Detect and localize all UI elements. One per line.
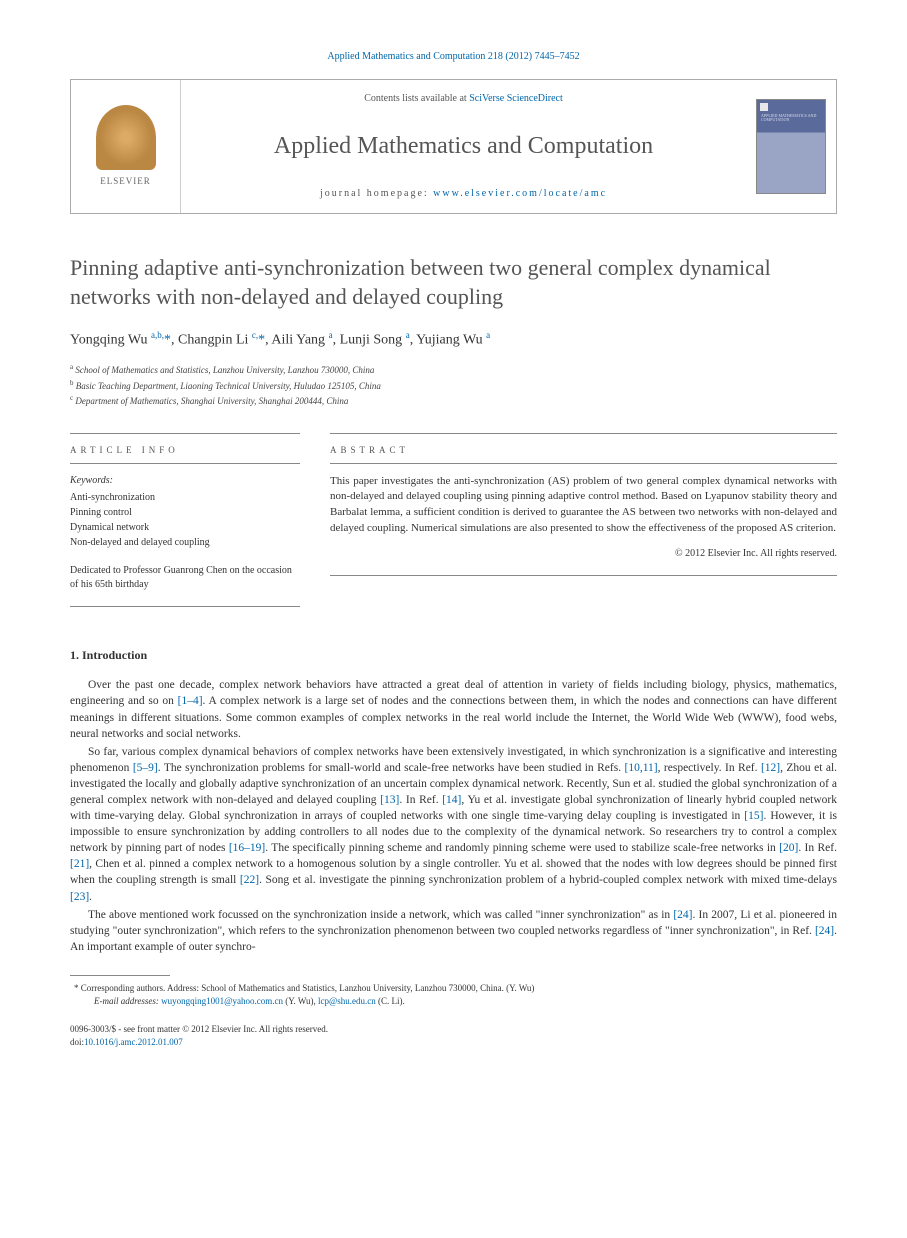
affiliation-line: b Basic Teaching Department, Liaoning Te… <box>70 378 837 394</box>
journal-header-box: ELSEVIER Contents lists available at Sci… <box>70 79 837 214</box>
header-citation: Applied Mathematics and Computation 218 … <box>70 50 837 64</box>
text-run: . <box>89 891 92 903</box>
email-who: (C. Li). <box>376 996 405 1006</box>
text-run: , respectively. In Ref. <box>658 762 761 774</box>
corr-text: Corresponding authors. Address: School o… <box>79 983 535 993</box>
ref-link[interactable]: [24] <box>815 925 834 937</box>
doi-link[interactable]: 10.1016/j.amc.2012.01.007 <box>84 1037 183 1047</box>
abstract-copyright: © 2012 Elsevier Inc. All rights reserved… <box>330 547 837 561</box>
email-who: (Y. Wu), <box>283 996 318 1006</box>
ref-link[interactable]: [15] <box>744 810 763 822</box>
corresponding-author-footnote: * Corresponding authors. Address: School… <box>70 982 837 995</box>
affiliations: a School of Mathematics and Statistics, … <box>70 362 837 409</box>
email-footnote: E-mail addresses: wuyongqing1001@yahoo.c… <box>70 995 837 1008</box>
text-run: . The synchronization problems for small… <box>158 762 625 774</box>
ref-link[interactable]: [16–19] <box>229 842 265 854</box>
ref-link[interactable]: [12] <box>761 762 780 774</box>
elsevier-logo[interactable]: ELSEVIER <box>86 97 166 197</box>
keywords-list: Anti-synchronizationPinning controlDynam… <box>70 490 300 550</box>
section-heading-introduction: 1. Introduction <box>70 647 837 664</box>
journal-homepage-line: journal homepage: www.elsevier.com/locat… <box>320 187 607 201</box>
affiliation-line: c Department of Mathematics, Shanghai Un… <box>70 393 837 409</box>
keyword-item: Pinning control <box>70 505 300 520</box>
ref-link[interactable]: [20] <box>779 842 798 854</box>
intro-paragraph-1: Over the past one decade, complex networ… <box>70 677 837 741</box>
dedication-text: Dedicated to Professor Guanrong Chen on … <box>70 564 300 592</box>
sciencedirect-link[interactable]: SciVerse ScienceDirect <box>469 93 563 104</box>
intro-paragraph-2: So far, various complex dynamical behavi… <box>70 744 837 905</box>
article-info-label: ARTICLE INFO <box>70 444 300 457</box>
homepage-prefix: journal homepage: <box>320 188 433 199</box>
front-matter-line: 0096-3003/$ - see front matter © 2012 El… <box>70 1023 837 1036</box>
ref-link[interactable]: [23] <box>70 891 89 903</box>
rule <box>70 463 300 464</box>
elsevier-wordmark: ELSEVIER <box>100 175 151 188</box>
author-list: Yongqing Wu a,b,*, Changpin Li c,*, Aili… <box>70 329 837 350</box>
article-info-row: ARTICLE INFO Keywords: Anti-synchronizat… <box>70 427 837 617</box>
rule <box>330 433 837 434</box>
ref-link[interactable]: [21] <box>70 858 89 870</box>
doi-label: doi: <box>70 1037 84 1047</box>
keyword-item: Anti-synchronization <box>70 490 300 505</box>
text-run: The above mentioned work focussed on the… <box>88 909 673 921</box>
abstract-text: This paper investigates the anti-synchro… <box>330 474 837 538</box>
article-title: Pinning adaptive anti-synchronization be… <box>70 254 837 311</box>
rule <box>330 463 837 464</box>
cover-thumb-text: APPLIED MATHEMATICS AND COMPUTATION <box>761 114 825 123</box>
header-center: Contents lists available at SciVerse Sci… <box>181 80 746 213</box>
ref-link[interactable]: [24] <box>673 909 692 921</box>
ref-link[interactable]: [5–9] <box>133 762 158 774</box>
contents-available-line: Contents lists available at SciVerse Sci… <box>364 92 563 106</box>
email-link[interactable]: wuyongqing1001@yahoo.com.cn <box>161 996 283 1006</box>
intro-paragraph-3: The above mentioned work focussed on the… <box>70 907 837 955</box>
keyword-item: Non-delayed and delayed coupling <box>70 535 300 550</box>
contents-prefix: Contents lists available at <box>364 93 469 104</box>
article-info-column: ARTICLE INFO Keywords: Anti-synchronizat… <box>70 427 300 617</box>
page-container: Applied Mathematics and Computation 218 … <box>0 0 907 1088</box>
affiliation-line: a School of Mathematics and Statistics, … <box>70 362 837 378</box>
publisher-logo-cell: ELSEVIER <box>71 80 181 213</box>
ref-link[interactable]: [13] <box>380 794 399 806</box>
ref-link[interactable]: [1–4] <box>178 695 203 707</box>
journal-name: Applied Mathematics and Computation <box>274 130 653 164</box>
ref-link[interactable]: [22] <box>240 874 259 886</box>
text-run: . Song et al. investigate the pinning sy… <box>259 874 837 886</box>
rule <box>70 433 300 434</box>
footer-info: 0096-3003/$ - see front matter © 2012 El… <box>70 1023 837 1048</box>
email-link[interactable]: lcp@shu.edu.cn <box>318 996 376 1006</box>
rule <box>330 575 837 576</box>
text-run: . In Ref. <box>798 842 837 854</box>
homepage-link[interactable]: www.elsevier.com/locate/amc <box>433 188 607 199</box>
elsevier-tree-icon <box>96 105 156 170</box>
abstract-column: ABSTRACT This paper investigates the ant… <box>330 427 837 617</box>
doi-line: doi:10.1016/j.amc.2012.01.007 <box>70 1036 837 1049</box>
keyword-item: Dynamical network <box>70 520 300 535</box>
text-run: . In Ref. <box>399 794 442 806</box>
text-run: . The specifically pinning scheme and ra… <box>265 842 779 854</box>
email-label: E-mail addresses: <box>94 996 161 1006</box>
journal-cover-thumbnail[interactable]: APPLIED MATHEMATICS AND COMPUTATION <box>756 99 826 194</box>
rule <box>70 606 300 607</box>
ref-link[interactable]: [10,11] <box>625 762 658 774</box>
footnote-separator <box>70 975 170 976</box>
journal-cover-cell: APPLIED MATHEMATICS AND COMPUTATION <box>746 80 836 213</box>
ref-link[interactable]: [14] <box>442 794 461 806</box>
keywords-label: Keywords: <box>70 474 300 488</box>
abstract-label: ABSTRACT <box>330 444 837 457</box>
